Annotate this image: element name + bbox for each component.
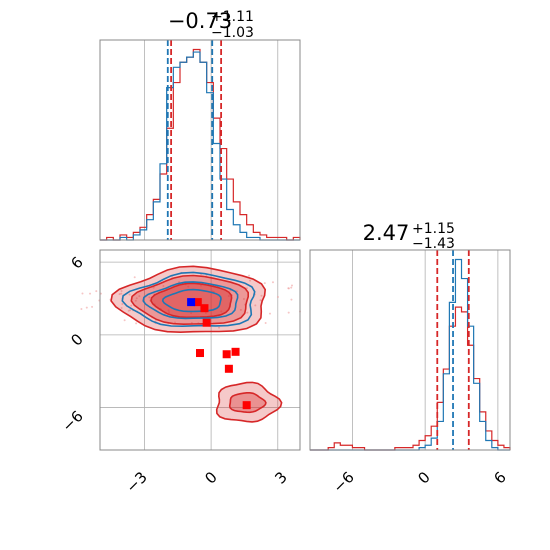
sample-point (130, 304, 133, 307)
sample-point (259, 299, 262, 302)
sample-point (204, 311, 207, 314)
sample-point (264, 322, 267, 325)
hist1-median: −0.73 (168, 9, 232, 33)
sample-point (187, 285, 190, 288)
hist2-xtick--6: −6 (329, 468, 357, 496)
hist1-title: −0.73 (168, 9, 232, 33)
sample-point (287, 287, 290, 290)
sample-point (291, 284, 294, 287)
sample-point (248, 274, 251, 277)
scatter-ytick-0: 0 (67, 330, 86, 349)
sample-point (290, 286, 293, 289)
sample-point (227, 294, 230, 297)
sample-point (85, 306, 88, 309)
sample-point (218, 326, 221, 329)
sample-point (135, 297, 138, 300)
sample-point (135, 322, 138, 325)
sample-point (290, 298, 293, 301)
hist1-frame (99, 39, 301, 241)
hist1-plus: +1.11 (211, 9, 254, 25)
red-square-marker (222, 350, 231, 359)
hist2-median: 2.47 (363, 221, 410, 245)
hist1-red-histogram (100, 48, 301, 241)
sample-point (167, 309, 170, 312)
blue-square-marker (187, 298, 196, 307)
sample-point (89, 292, 92, 295)
scatter-frame (99, 249, 301, 451)
sample-point (128, 293, 131, 296)
scatter-xtick--3: −3 (122, 468, 150, 496)
hist1-minus: −1.03 (211, 25, 254, 41)
red-square-marker (196, 349, 204, 358)
hist2-plus: +1.15 (412, 221, 455, 237)
sample-point (134, 299, 137, 302)
red-square-marker (242, 401, 251, 410)
sample-point (268, 312, 271, 315)
histogram-panel-1 (99, 39, 301, 241)
scatter-xtick-3: 3 (271, 468, 290, 487)
scatter-panel (80, 249, 302, 451)
red-square-marker (193, 298, 202, 307)
sample-point (138, 295, 141, 298)
sample-point (190, 312, 193, 315)
sample-point (148, 296, 151, 299)
hist2-frame (309, 249, 511, 451)
scatter-xtick-0: 0 (201, 468, 220, 487)
histogram-panel-2 (309, 249, 511, 451)
sample-point (133, 276, 136, 279)
red-square-marker (231, 347, 240, 356)
sample-point (123, 319, 126, 322)
sample-point (168, 311, 171, 314)
blue-contour-outer (121, 271, 256, 328)
hist2-xtick-0: 0 (414, 468, 433, 487)
sample-point (287, 311, 290, 314)
scatter-ytick--6: −6 (58, 407, 86, 435)
sample-point (242, 297, 245, 300)
hist1-blue-histogram (100, 51, 300, 241)
sample-point (120, 292, 123, 295)
sample-point (91, 305, 94, 308)
red-square-marker (200, 304, 209, 313)
sample-point (260, 294, 263, 297)
hist2-minus: −1.43 (412, 236, 455, 252)
sample-point (245, 287, 248, 290)
sample-point (254, 304, 257, 307)
sample-point (246, 311, 249, 314)
sample-point (162, 285, 165, 288)
sample-point (121, 303, 124, 306)
sample-point (118, 293, 121, 296)
sample-point (81, 292, 84, 295)
blue-contour-mid (142, 281, 239, 320)
hist2-xtick-6: 6 (490, 468, 509, 487)
sample-point (120, 290, 123, 293)
sample-point (271, 281, 274, 284)
sample-point (127, 309, 130, 312)
sample-point (276, 295, 279, 298)
sample-point (95, 290, 98, 293)
sample-point (152, 286, 155, 289)
sample-point (120, 307, 123, 310)
sample-point (249, 279, 252, 282)
sample-point (239, 308, 242, 311)
sample-point (80, 307, 83, 310)
red-square-marker (202, 318, 211, 327)
red-square-marker (224, 364, 233, 373)
sample-point (220, 310, 223, 313)
sample-point (200, 284, 203, 287)
hist2-title: 2.47 (363, 221, 410, 245)
scatter-ytick-6: 6 (67, 253, 86, 272)
hist2-blue-histogram (310, 258, 510, 451)
sample-point (263, 282, 266, 285)
hist2-red-histogram (310, 306, 511, 451)
